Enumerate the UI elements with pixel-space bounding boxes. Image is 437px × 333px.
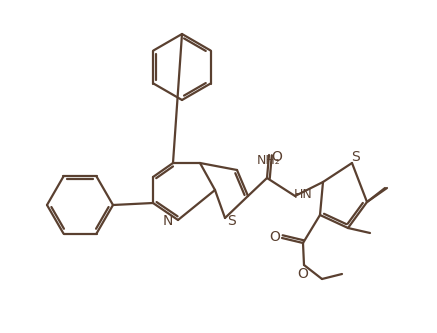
Text: HN: HN [294,187,313,200]
Text: O: O [270,230,281,244]
Text: O: O [271,150,282,164]
Text: S: S [352,150,361,164]
Text: O: O [298,267,309,281]
Text: NH₂: NH₂ [257,154,281,166]
Text: N: N [163,214,173,228]
Text: S: S [228,214,236,228]
